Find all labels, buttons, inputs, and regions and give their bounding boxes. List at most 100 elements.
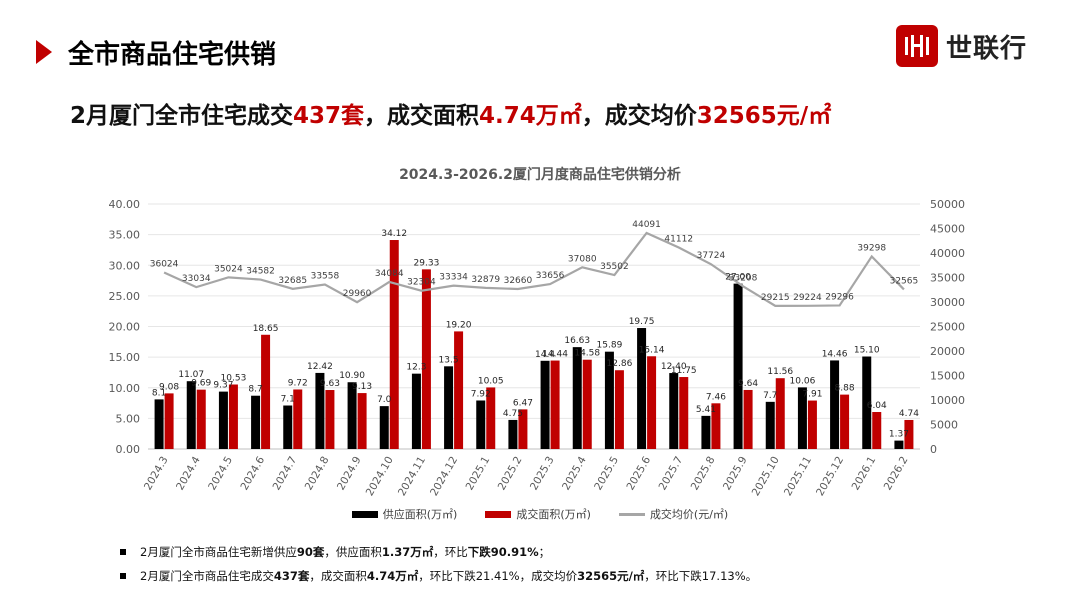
x-tick-label: 2024.7 xyxy=(271,455,300,493)
bar-supply xyxy=(508,419,518,449)
label-deal: 11.56 xyxy=(767,367,793,377)
label-deal: 9.72 xyxy=(288,378,308,388)
x-tick-label: 2024.3 xyxy=(142,455,171,493)
chart: 0.00 5.00 10.00 15.00 20.00 25.00 30.00 35.00 40… xyxy=(109,198,966,499)
left-tick-label: 15.00 xyxy=(109,351,141,364)
price-line xyxy=(163,231,905,307)
bar-deal xyxy=(261,334,271,449)
label-price: 37080 xyxy=(568,254,597,264)
left-tick-label: 5.00 xyxy=(116,412,141,425)
label-deal: 6.47 xyxy=(513,398,533,408)
label-supply: 14.46 xyxy=(822,349,848,359)
right-tick-label: 45000 xyxy=(930,223,965,236)
label-deal: 29.33 xyxy=(414,258,440,268)
label-supply: 14.4 xyxy=(535,350,555,360)
note-deal: 2月厦门全市商品住宅成交437套，成交面积4.74万㎡，环比下跌21.41%，成… xyxy=(120,564,757,588)
bar-supply xyxy=(604,351,614,449)
bar-deal xyxy=(711,403,721,449)
x-tick-label: 2025.2 xyxy=(496,455,525,493)
right-tick-label: 25000 xyxy=(930,321,965,334)
label-price: 32304 xyxy=(407,278,436,288)
note-text: 2月厦门全市商品住宅成交 xyxy=(140,569,274,583)
right-tick-label: 20000 xyxy=(930,345,965,358)
bar-supply xyxy=(476,400,486,449)
legend-item-price: 成交均价(元/㎡) xyxy=(618,506,728,522)
bar-deal xyxy=(807,400,817,449)
label-price: 29224 xyxy=(793,293,822,303)
x-tick-label: 2025.10 xyxy=(750,455,782,499)
bar-supply xyxy=(797,387,807,449)
bar-deal xyxy=(582,359,592,449)
label-supply: 19.75 xyxy=(629,317,655,327)
label-deal: 10.05 xyxy=(478,376,504,386)
note-text: ，环比 xyxy=(433,545,468,559)
left-tick-label: 25.00 xyxy=(109,290,141,303)
x-tick-label: 2025.8 xyxy=(689,455,718,493)
x-tick-label: 2024.9 xyxy=(335,455,364,493)
note-value: 4.74万㎡ xyxy=(366,569,419,583)
legend-swatch-supply xyxy=(351,510,378,518)
label-supply: 12.40 xyxy=(661,362,687,372)
x-tick-label: 2025.4 xyxy=(560,454,589,492)
label-supply: 12.3 xyxy=(406,363,426,373)
x-tick-label: 2025.6 xyxy=(624,454,653,492)
bullet-icon xyxy=(120,549,126,555)
right-tick-label: 0 xyxy=(930,443,937,456)
bar-deal xyxy=(647,356,657,449)
bar-supply xyxy=(315,372,325,449)
headline-units: 437套 xyxy=(293,103,365,129)
label-supply: 27.00 xyxy=(725,273,751,283)
bar-deal xyxy=(872,412,882,449)
right-tick-label: 50000 xyxy=(930,198,965,211)
label-deal: 7.46 xyxy=(706,392,726,402)
headline-part: 2月厦门全市住宅成交 xyxy=(70,103,294,129)
bar-supply xyxy=(379,406,389,449)
bar-supply xyxy=(830,360,840,449)
bar-deal xyxy=(904,419,914,449)
label-supply: 13.5 xyxy=(439,355,459,365)
label-deal: 9.08 xyxy=(159,382,179,392)
note-supply: 2月厦门全市商品住宅新增供应90套，供应面积1.37万㎡，环比下跌90.91%； xyxy=(120,540,757,564)
label-deal: 9.13 xyxy=(352,382,372,392)
label-price: 34084 xyxy=(375,269,404,279)
label-supply: 9.37 xyxy=(213,381,233,391)
bar-supply xyxy=(733,283,743,449)
x-tick-label: 2024.8 xyxy=(303,455,332,493)
x-tick-label: 2026.2 xyxy=(882,455,911,493)
note-text: ，环比下跌21.41%，成交均价 xyxy=(418,569,578,583)
right-tick-label: 15000 xyxy=(930,370,965,383)
bar-deal xyxy=(486,387,496,449)
legend-label: 供应面积(万㎡) xyxy=(382,508,458,521)
note-text: ，环比下跌17.13%。 xyxy=(644,569,758,583)
note-value: 90套 xyxy=(296,545,325,559)
left-tick-label: 40.00 xyxy=(109,198,141,211)
label-supply: 5.41 xyxy=(696,405,716,415)
left-tick-label: 0.00 xyxy=(116,443,141,456)
bar-deal xyxy=(743,389,753,449)
bullet-icon xyxy=(120,573,126,579)
section-title: 全市商品住宅供销 xyxy=(68,40,277,70)
label-price: 36024 xyxy=(150,259,179,269)
label-supply: 7.7 xyxy=(763,391,777,401)
label-deal: 9.63 xyxy=(320,379,340,389)
bar-supply xyxy=(894,440,904,449)
label-price: 41112 xyxy=(664,235,693,245)
label-price: 32879 xyxy=(471,275,500,285)
label-deal: 19.20 xyxy=(446,320,472,330)
right-tick-label: 35000 xyxy=(930,272,965,285)
headline-area: 4.74万㎡ xyxy=(479,103,582,129)
headline-part: ，成交面积 xyxy=(364,103,480,129)
label-price: 33334 xyxy=(439,273,468,283)
label-price: 35502 xyxy=(600,262,629,272)
x-tick-label: 2025.11 xyxy=(782,455,814,499)
note-value: 32565元/㎡ xyxy=(577,569,645,583)
note-text: ，供应面积 xyxy=(324,545,382,559)
bar-supply xyxy=(411,373,421,449)
label-price: 29960 xyxy=(343,289,372,299)
label-deal: 14.58 xyxy=(574,349,600,359)
label-deal: 18.65 xyxy=(253,324,279,334)
bar-deal xyxy=(518,409,528,449)
label-price: 34582 xyxy=(246,267,275,277)
bar-deal xyxy=(164,393,174,449)
label-supply: 10.90 xyxy=(339,371,365,381)
